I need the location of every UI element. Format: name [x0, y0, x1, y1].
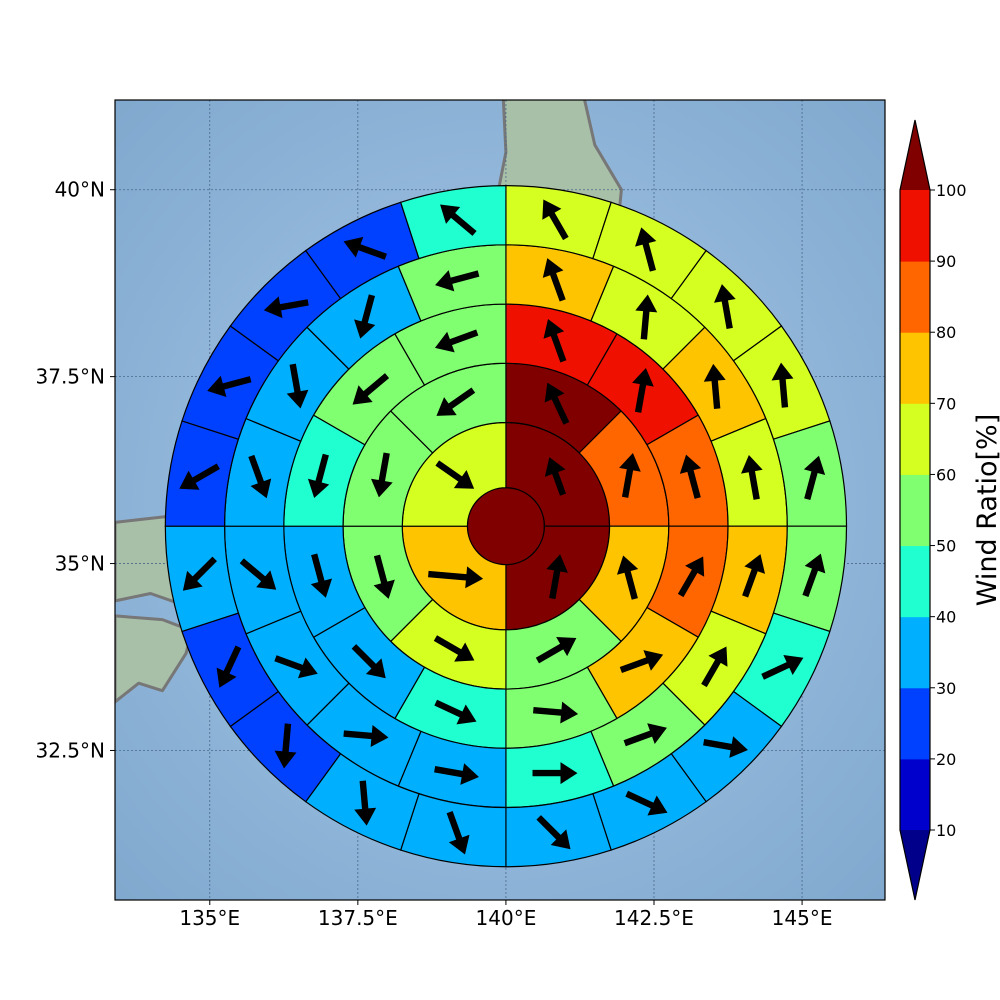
wind-arrow-ring5-7 — [703, 736, 748, 758]
wind-arrow-ring1-3 — [435, 460, 475, 489]
wind-arrow-ring5-5 — [802, 553, 826, 598]
wind-arrow-ring4-7 — [532, 762, 578, 785]
colorbar-tick-label: 90 — [936, 252, 956, 271]
wind-arrow-ring5-15 — [179, 463, 220, 490]
colorbar-tick-label: 50 — [936, 537, 956, 556]
wind-arrow-ring5-13 — [216, 645, 242, 688]
colorbar-tick-label: 80 — [936, 323, 956, 342]
wind-arrow-ring3-7 — [351, 644, 386, 679]
wind-arrow-ring3-4 — [619, 650, 664, 674]
wind-arrow-ring4-12 — [248, 454, 272, 499]
x-tick-label: 142.5°E — [614, 906, 694, 930]
colorbar-under-extension — [900, 830, 930, 900]
wind-ratio-sectors — [164, 184, 848, 868]
colorbar-tick-label: 70 — [936, 394, 956, 413]
wind-arrow-ring3-8 — [310, 553, 333, 598]
shikoku-land — [115, 614, 194, 704]
x-tick-label: 137.5°E — [318, 906, 398, 930]
wind-arrow-ring5-0 — [542, 199, 569, 241]
wind-arrow-ring5-8 — [625, 790, 668, 816]
wind-arrow-ring5-11 — [354, 780, 377, 826]
wind-arrow-ring3-6 — [434, 699, 477, 725]
wind-arrow-ring5-16 — [207, 375, 252, 398]
wind-arrow-ring5-17 — [263, 296, 309, 319]
colorbar-label: Wind Ratio[%] — [972, 414, 1000, 606]
colorbar-tick-label: 100 — [936, 181, 967, 200]
y-tick-label: 32.5°N — [36, 738, 106, 762]
wind-arrow-ring4-9 — [343, 725, 389, 747]
wind-arrow-ring5-3 — [771, 362, 794, 408]
wind-arrow-ring4-8 — [434, 763, 479, 785]
y-tick-label: 40°N — [55, 178, 105, 202]
wind-arrow-ring4-4 — [742, 554, 766, 598]
wind-arrow-ring1-0 — [544, 457, 567, 496]
plot-frame — [114, 99, 886, 901]
axis-labels: 135°E 137.5°E 140°E 142.5°E 145°E 32.5°N 35°N 3… — [36, 178, 833, 930]
colorbar-band-7 — [900, 261, 930, 333]
wind-arrow-ring1-2 — [428, 566, 484, 589]
wind-arrow-ring2-2 — [616, 555, 639, 600]
wind-arrow-ring3-9 — [307, 453, 330, 499]
x-tick-label: 140°E — [476, 906, 537, 930]
wind-arrow-ring5-6 — [761, 655, 804, 680]
colorbar-tick-label: 20 — [936, 750, 956, 769]
wind-arrow-ring4-13 — [286, 363, 309, 409]
colorbar: 10 20 30 40 50 60 70 80 90 100 — [899, 119, 967, 901]
wind-arrow-ring4-2 — [703, 363, 726, 409]
colorbar-over-extension — [900, 120, 930, 190]
wind-arrow-ring3-11 — [434, 329, 479, 353]
colorbar-band-4 — [900, 474, 930, 547]
colorbar-band-1 — [900, 687, 930, 760]
x-tick-label: 135°E — [179, 906, 240, 930]
wind-arrow-ring3-1 — [632, 367, 654, 413]
wind-arrow-ring2-7 — [436, 387, 476, 416]
x-tick-label: 145°E — [772, 906, 833, 930]
wind-arrow-ring4-3 — [741, 454, 763, 500]
wind-arrow-ring4-15 — [435, 270, 480, 292]
colorbar-tick-label: 30 — [936, 679, 956, 698]
wind-arrow-ring5-1 — [635, 227, 657, 272]
wind-arrow-ring5-2 — [714, 284, 736, 330]
colorbar-band-8 — [900, 190, 930, 262]
wind-arrow-ring5-19 — [440, 204, 477, 236]
wind-arrow-ring5-9 — [536, 815, 571, 850]
wind-arrow-ring2-1 — [619, 453, 641, 498]
wind-arrow-ring2-3 — [535, 637, 577, 664]
wind-arrow-ring1-1 — [546, 554, 568, 600]
wind-arrow-ring4-5 — [701, 646, 728, 688]
wind-arrow-ring3-0 — [543, 319, 567, 363]
wind-arrow-ring4-6 — [623, 723, 667, 747]
sector-ring5-19 — [399, 184, 507, 260]
wind-arrow-ring2-6 — [371, 452, 393, 498]
wind-arrow-ring2-0 — [544, 382, 570, 425]
wind-arrows — [179, 199, 826, 855]
wind-arrow-ring4-1 — [635, 294, 658, 340]
wind-arrow-ring5-14 — [182, 556, 217, 591]
wind-arrow-ring4-11 — [239, 558, 277, 590]
colorbar-tick-label: 40 — [936, 608, 956, 627]
wind-arrow-ring4-14 — [354, 294, 376, 339]
colorbar-band-2 — [900, 616, 930, 689]
wind-arrow-ring5-4 — [803, 455, 826, 501]
wind-arrow-ring4-0 — [542, 258, 566, 302]
y-tick-label: 35°N — [55, 552, 105, 576]
colorbar-band-6 — [900, 332, 930, 404]
colorbar-tick-label: 10 — [936, 821, 956, 840]
wind-arrow-ring5-12 — [274, 723, 297, 769]
colorbar-band-0 — [900, 758, 930, 831]
wind-arrow-ring3-5 — [533, 701, 579, 724]
colorbar-band-5 — [900, 403, 930, 475]
wind-arrow-ring2-4 — [433, 635, 475, 662]
wind-arrow-ring3-10 — [352, 373, 390, 405]
colorbar-tick-label: 60 — [936, 465, 956, 484]
wind-arrow-ring3-3 — [677, 556, 705, 598]
wind-arrow-ring5-18 — [343, 236, 387, 260]
wind-arrow-ring4-10 — [274, 655, 318, 679]
wind-arrow-ring2-5 — [373, 554, 395, 599]
y-tick-label: 37.5°N — [36, 365, 106, 389]
wind-arrow-ring5-10 — [446, 811, 470, 855]
colorbar-band-3 — [900, 545, 930, 618]
wind-arrow-ring3-2 — [679, 454, 702, 499]
